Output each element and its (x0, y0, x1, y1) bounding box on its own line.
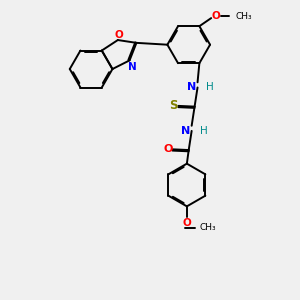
Text: N: N (128, 61, 137, 72)
Text: H: H (200, 126, 208, 136)
Text: O: O (182, 218, 191, 228)
Text: CH₃: CH₃ (200, 223, 216, 232)
Text: N: N (181, 126, 190, 136)
Text: H: H (206, 82, 213, 92)
Text: N: N (187, 82, 196, 92)
Text: O: O (212, 11, 220, 21)
Text: O: O (163, 144, 172, 154)
Text: CH₃: CH₃ (236, 12, 252, 21)
Text: S: S (169, 99, 178, 112)
Text: O: O (114, 29, 123, 40)
